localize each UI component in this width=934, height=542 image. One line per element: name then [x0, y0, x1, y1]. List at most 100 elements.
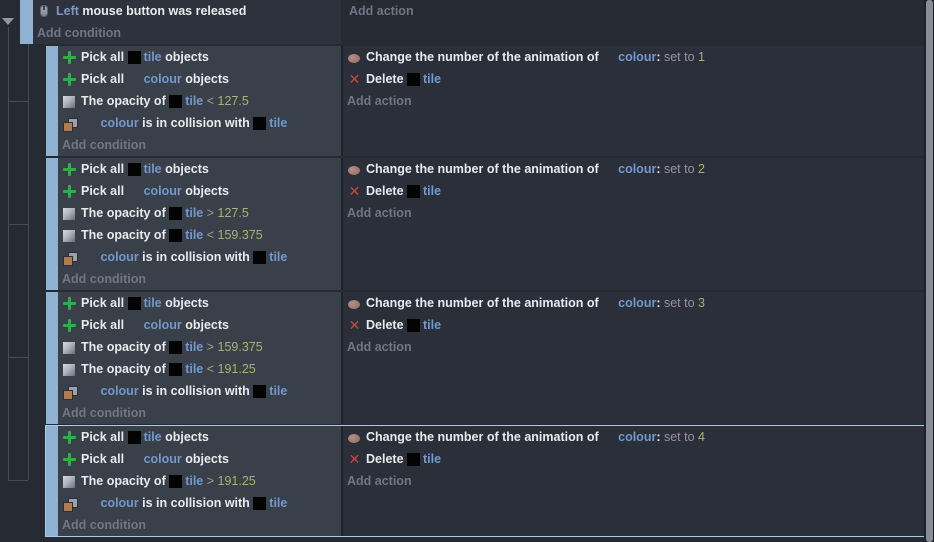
text-segment: The opacity of [81, 362, 170, 376]
object-name: tile [269, 384, 288, 398]
object-name: tile [143, 50, 162, 64]
tree-line [8, 224, 28, 225]
object-name: tile [423, 318, 442, 332]
text-segment: Change the number of the animation of [366, 296, 603, 310]
collapse-arrow-icon[interactable] [2, 18, 14, 25]
condition-row[interactable]: The opacity of tile < 127.5 [58, 90, 341, 112]
add-condition-link[interactable]: Add condition [62, 518, 147, 532]
condition-row[interactable]: Pick all colour objects [58, 314, 341, 336]
colour-object-thumbnail [602, 51, 615, 64]
text-segment: Pick all [81, 296, 128, 310]
add-action-link[interactable]: Add action [347, 94, 412, 108]
sub-event[interactable]: Pick all tile objects Pick all colour obj… [45, 425, 931, 537]
opacity-icon [62, 362, 77, 377]
condition-row[interactable]: Pick all tile objects [58, 46, 341, 68]
text-segment: Change the number of the animation of [366, 430, 603, 444]
sub-event[interactable]: Pick all tile objects Pick all colour obj… [46, 158, 930, 290]
text-segment: Pick all [81, 184, 128, 198]
sub-event[interactable]: Pick all tile objects Pick all colour obj… [46, 46, 930, 156]
add-action-link[interactable]: Add action [347, 206, 412, 220]
scrollbar-track[interactable] [924, 0, 934, 542]
root-event-conditions[interactable]: Left mouse button was released Add condi… [33, 0, 341, 44]
condition-row[interactable]: colour is in collision with tile [58, 492, 341, 514]
object-name: tile [423, 452, 442, 466]
text-segment: Pick all [81, 452, 128, 466]
action-row[interactable]: Change the number of the animation of co… [343, 426, 930, 448]
actions-panel: Change the number of the animation of co… [343, 292, 930, 424]
condition-row[interactable]: colour is in collision with tile [58, 112, 341, 134]
event-drag-handle[interactable] [20, 0, 33, 44]
event-drag-handle[interactable] [46, 158, 58, 290]
object-name: colour [618, 430, 657, 444]
condition-row[interactable]: Pick all tile objects [58, 292, 341, 314]
object-name: tile [423, 184, 442, 198]
text-segment: Left [56, 4, 79, 18]
add-action-link[interactable]: Add action [349, 4, 414, 18]
text-segment: set to [663, 50, 699, 64]
condition-row[interactable]: Pick all colour objects [58, 68, 341, 90]
condition-row[interactable]: Pick all colour objects [58, 180, 341, 202]
add-condition-link[interactable]: Add condition [62, 272, 147, 286]
pick-all-icon [62, 452, 77, 467]
text-segment: The opacity of [81, 340, 170, 354]
delete-icon: ✕ [348, 70, 361, 87]
opacity-icon [62, 474, 77, 489]
collision-icon [62, 116, 78, 132]
text-segment: objects [161, 430, 209, 444]
condition-row[interactable]: colour is in collision with tile [58, 246, 341, 268]
object-name: tile [143, 430, 162, 444]
condition-row[interactable]: The opacity of tile < 191.25 [58, 358, 341, 380]
text-segment: Pick all [81, 318, 128, 332]
colour-object-thumbnail [128, 453, 141, 466]
add-condition-link[interactable]: Add condition [62, 138, 147, 152]
conditions-panel: Pick all tile objects Pick all colour obj… [58, 426, 341, 536]
colour-object-thumbnail [128, 319, 141, 332]
add-condition-link[interactable]: Add condition [62, 406, 147, 420]
text-segment: Pick all [81, 430, 128, 444]
condition-row[interactable]: The opacity of tile > 127.5 [58, 202, 341, 224]
pick-all-icon [62, 162, 77, 177]
add-action-link[interactable]: Add action [347, 474, 412, 488]
action-row[interactable]: Change the number of the animation of co… [343, 158, 930, 180]
object-name: colour [618, 162, 657, 176]
condition-row[interactable]: The opacity of tile > 159.375 [58, 336, 341, 358]
event-drag-handle[interactable] [46, 46, 58, 156]
event-drag-handle[interactable] [46, 292, 58, 424]
condition-row[interactable]: colour is in collision with tile [58, 380, 341, 402]
action-row[interactable]: ✕ Delete tile [343, 314, 930, 336]
object-name: tile [143, 296, 162, 310]
text-segment: : [656, 162, 664, 176]
opacity-icon [62, 206, 77, 221]
text-segment: < [203, 228, 218, 242]
tile-object-thumbnail [407, 72, 420, 86]
action-row[interactable]: Change the number of the animation of co… [343, 292, 930, 314]
condition-row[interactable]: The opacity of tile < 159.375 [58, 224, 341, 246]
condition-row[interactable]: Pick all tile objects [58, 426, 341, 448]
colour-object-thumbnail [602, 297, 615, 310]
text-segment: 3 [698, 296, 705, 310]
action-row[interactable]: Change the number of the animation of co… [343, 46, 930, 68]
event-drag-handle[interactable] [46, 426, 58, 536]
sub-events-list: Pick all tile objects Pick all colour obj… [45, 46, 931, 538]
add-action-link[interactable]: Add action [347, 340, 412, 354]
condition-row[interactable]: Left mouse button was released [33, 0, 341, 22]
add-condition-link[interactable]: Add condition [37, 26, 122, 40]
action-row[interactable]: ✕ Delete tile [343, 448, 930, 470]
sub-event[interactable]: Pick all tile objects Pick all colour obj… [46, 292, 930, 424]
colour-object-thumbnail [128, 185, 141, 198]
condition-row[interactable]: Pick all colour objects [58, 448, 341, 470]
action-row[interactable]: ✕ Delete tile [343, 68, 930, 90]
text-segment: > [203, 474, 218, 488]
tile-object-thumbnail [253, 496, 267, 510]
scrollbar-thumb[interactable] [926, 0, 933, 542]
text-segment: > [203, 340, 218, 354]
object-name: tile [269, 496, 288, 510]
text-segment: The opacity of [81, 206, 170, 220]
text-segment: The opacity of [81, 228, 170, 242]
text-segment: > [203, 206, 218, 220]
tree-line [8, 480, 28, 481]
condition-row[interactable]: The opacity of tile > 191.25 [58, 470, 341, 492]
action-row[interactable]: ✕ Delete tile [343, 180, 930, 202]
object-name: tile [269, 250, 288, 264]
condition-row[interactable]: Pick all tile objects [58, 158, 341, 180]
